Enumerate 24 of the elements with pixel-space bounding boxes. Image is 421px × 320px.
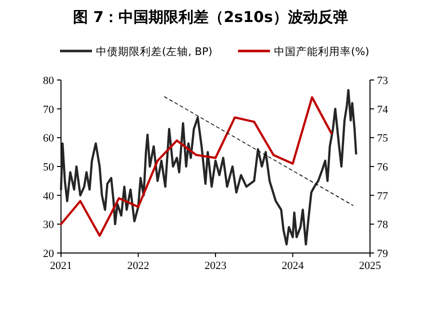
y2-tick-label: 76 (377, 162, 388, 174)
y2-tick-label: 77 (377, 190, 388, 202)
y2-tick-label: 78 (377, 219, 388, 232)
y-tick-label: 40 (43, 190, 54, 202)
y-tick-label: 50 (43, 162, 54, 174)
y-tick-label: 80 (43, 75, 54, 87)
x-tick-label: 2024 (282, 260, 304, 272)
line-series (60, 88, 358, 246)
x-tick-label: 2025 (359, 260, 382, 272)
y2-tick-label: 73 (377, 75, 388, 87)
y-tick-label: 60 (43, 132, 54, 145)
y2-tick-label: 74 (377, 104, 388, 116)
y2-tick-label: 75 (377, 132, 388, 145)
line-series (60, 96, 332, 237)
legend-label: 中国产能利用率(%) (274, 45, 370, 58)
x-tick-label: 2022 (127, 260, 150, 272)
x-tick-label: 2023 (204, 260, 227, 272)
y-tick-label: 20 (43, 248, 54, 260)
x-tick-label: 2021 (50, 260, 72, 272)
y-tick-label: 70 (43, 104, 54, 116)
legend-label: 中债期限利差(左轴, BP) (96, 45, 212, 58)
y2-tick-label: 79 (377, 248, 388, 260)
chart-title: 图 7：中国期限利差（2s10s）波动反弹 (73, 8, 348, 26)
y-tick-label: 30 (43, 219, 54, 232)
